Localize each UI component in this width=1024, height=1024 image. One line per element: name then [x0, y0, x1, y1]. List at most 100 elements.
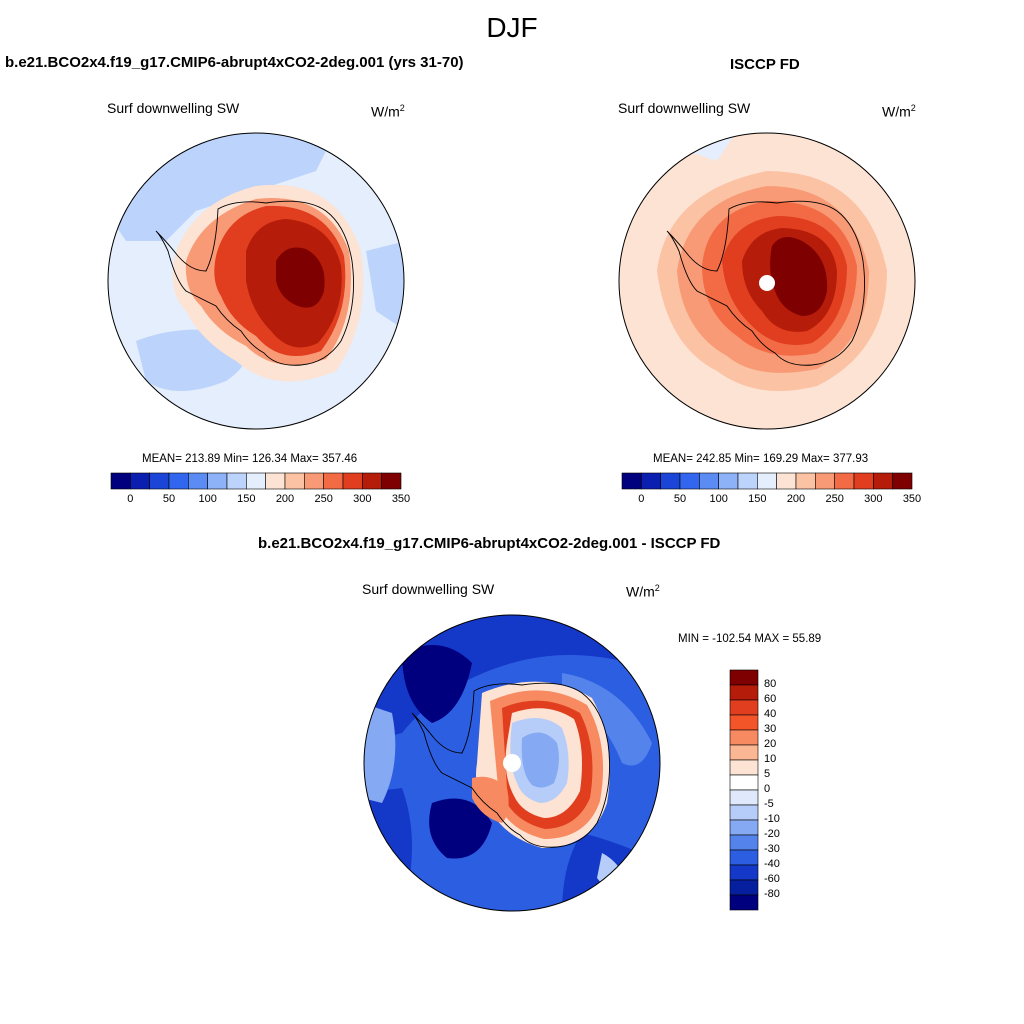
colorbar-swatch	[757, 472, 777, 490]
panel2-title: ISCCP FD	[730, 56, 800, 73]
panel1-stats: MEAN= 213.89 Min= 126.34 Max= 357.46	[142, 453, 358, 465]
colorbar-swatch	[729, 819, 759, 836]
colorbar-swatch	[679, 472, 700, 490]
colorbar-tick-label: 0	[127, 493, 134, 505]
panel2-contour-350	[770, 237, 828, 316]
colorbar-tick-label: 50	[673, 493, 687, 505]
colorbar-swatch	[110, 472, 131, 490]
figure-title: DJF	[486, 12, 538, 43]
colorbar-swatch	[729, 804, 759, 821]
colorbar-swatch	[699, 472, 719, 490]
colorbar-swatch	[892, 472, 913, 490]
panel2-stats: MEAN= 242.85 Min= 169.29 Max= 377.93	[653, 453, 869, 465]
colorbar-tick-label: -10	[764, 813, 780, 825]
colorbar-tick-label: -80	[764, 888, 780, 900]
panel1-contour-350	[276, 247, 325, 308]
colorbar-swatch	[265, 472, 286, 490]
colorbar-swatch	[130, 472, 150, 490]
colorbar-swatch	[660, 472, 681, 490]
colorbar-swatch	[795, 472, 816, 490]
panel1-colorbar	[110, 472, 402, 490]
panel3-stats: MIN = -102.54 MAX = 55.89	[678, 633, 822, 645]
colorbar-tick-label: 30	[764, 723, 777, 735]
colorbar-swatch	[729, 744, 759, 761]
colorbar-tick-label: 0	[764, 783, 771, 795]
colorbar-swatch	[729, 879, 759, 896]
colorbar-tick-label: 350	[391, 493, 411, 505]
panel3-coastline	[411, 682, 610, 848]
colorbar-tick-label: 20	[764, 738, 777, 750]
panel2-polar-missing-data	[759, 275, 775, 291]
colorbar-swatch	[621, 472, 642, 490]
panel2-variable-label: Surf downwelling SW	[618, 100, 751, 116]
colorbar-tick-label: 100	[198, 493, 217, 505]
colorbar-swatch	[168, 472, 189, 490]
colorbar-swatch	[834, 472, 855, 490]
colorbar-tick-label: 300	[864, 493, 883, 505]
panel3-polar-missing-data	[503, 754, 521, 772]
colorbar-swatch	[729, 849, 759, 866]
colorbar-tick-label: 200	[275, 493, 295, 505]
panel3-negative-zone-2	[402, 645, 472, 723]
colorbar-swatch	[729, 669, 759, 686]
colorbar-swatch	[729, 834, 759, 851]
colorbar-swatch	[776, 472, 797, 490]
colorbar-tick-label: 150	[237, 493, 256, 505]
panel1-polar-map	[107, 132, 405, 430]
colorbar-swatch	[737, 472, 758, 490]
colorbar-swatch	[246, 472, 266, 490]
colorbar-tick-label: 80	[764, 678, 777, 690]
colorbar-tick-label: 0	[638, 493, 645, 505]
panel2-coastline	[666, 200, 865, 366]
panel1-coastline	[155, 200, 354, 366]
colorbar-tick-label: 350	[902, 493, 922, 505]
colorbar-tick-label: 5	[764, 768, 771, 780]
panel3-negative-zone-4	[364, 788, 412, 911]
colorbar-tick-label: 200	[786, 493, 806, 505]
colorbar-tick-label: -40	[764, 858, 780, 870]
colorbar-swatch	[873, 472, 893, 490]
panel3-negative-zone-5	[562, 833, 660, 911]
colorbar-swatch	[188, 472, 208, 490]
colorbar-tick-label: 60	[764, 693, 777, 705]
colorbar-tick-label: 50	[162, 493, 176, 505]
panel3-map-boundary	[363, 614, 661, 912]
panel3-units: W/m2	[626, 583, 660, 600]
colorbar-swatch	[729, 729, 759, 746]
panel3-variable-label: Surf downwelling SW	[362, 581, 495, 597]
colorbar-swatch	[729, 714, 759, 731]
colorbar-swatch	[207, 472, 228, 490]
colorbar-swatch	[718, 472, 739, 490]
colorbar-swatch	[641, 472, 661, 490]
colorbar-swatch	[284, 472, 305, 490]
colorbar-swatch	[304, 472, 324, 490]
panel1-low-sw-band-east	[366, 241, 404, 331]
colorbar-swatch	[342, 472, 363, 490]
panel3-weddell-positive	[472, 776, 509, 823]
colorbar-tick-label: -5	[764, 798, 774, 810]
panel3-negative-zone-3	[429, 798, 492, 859]
panel3-title: b.e21.BCO2x4.f19_g17.CMIP6-abrupt4xCO2-2…	[258, 535, 721, 552]
colorbar-swatch	[729, 684, 759, 701]
colorbar-swatch	[323, 472, 344, 490]
panel1-title: b.e21.BCO2x4.f19_g17.CMIP6-abrupt4xCO2-2…	[5, 54, 464, 71]
colorbar-tick-label: 10	[764, 753, 777, 765]
colorbar-tick-label: 40	[764, 708, 777, 720]
colorbar-swatch	[853, 472, 874, 490]
panel1-variable-label: Surf downwelling SW	[107, 100, 240, 116]
colorbar-swatch	[362, 472, 382, 490]
colorbar-tick-label: 250	[314, 493, 333, 505]
colorbar-tick-label: -30	[764, 843, 780, 855]
colorbar-swatch	[729, 699, 759, 716]
colorbar-swatch	[729, 774, 759, 791]
panel3-polar-map	[363, 614, 661, 912]
panel1-map-boundary	[107, 132, 405, 430]
panel2-units: W/m2	[882, 103, 916, 120]
panel1-units: W/m2	[371, 103, 405, 120]
colorbar-tick-label: 100	[709, 493, 728, 505]
panel2-polar-map	[618, 132, 916, 430]
panel3-interior-negative	[521, 732, 559, 788]
colorbar-swatch	[729, 759, 759, 776]
colorbar-swatch	[149, 472, 170, 490]
colorbar-tick-label: 150	[748, 493, 767, 505]
